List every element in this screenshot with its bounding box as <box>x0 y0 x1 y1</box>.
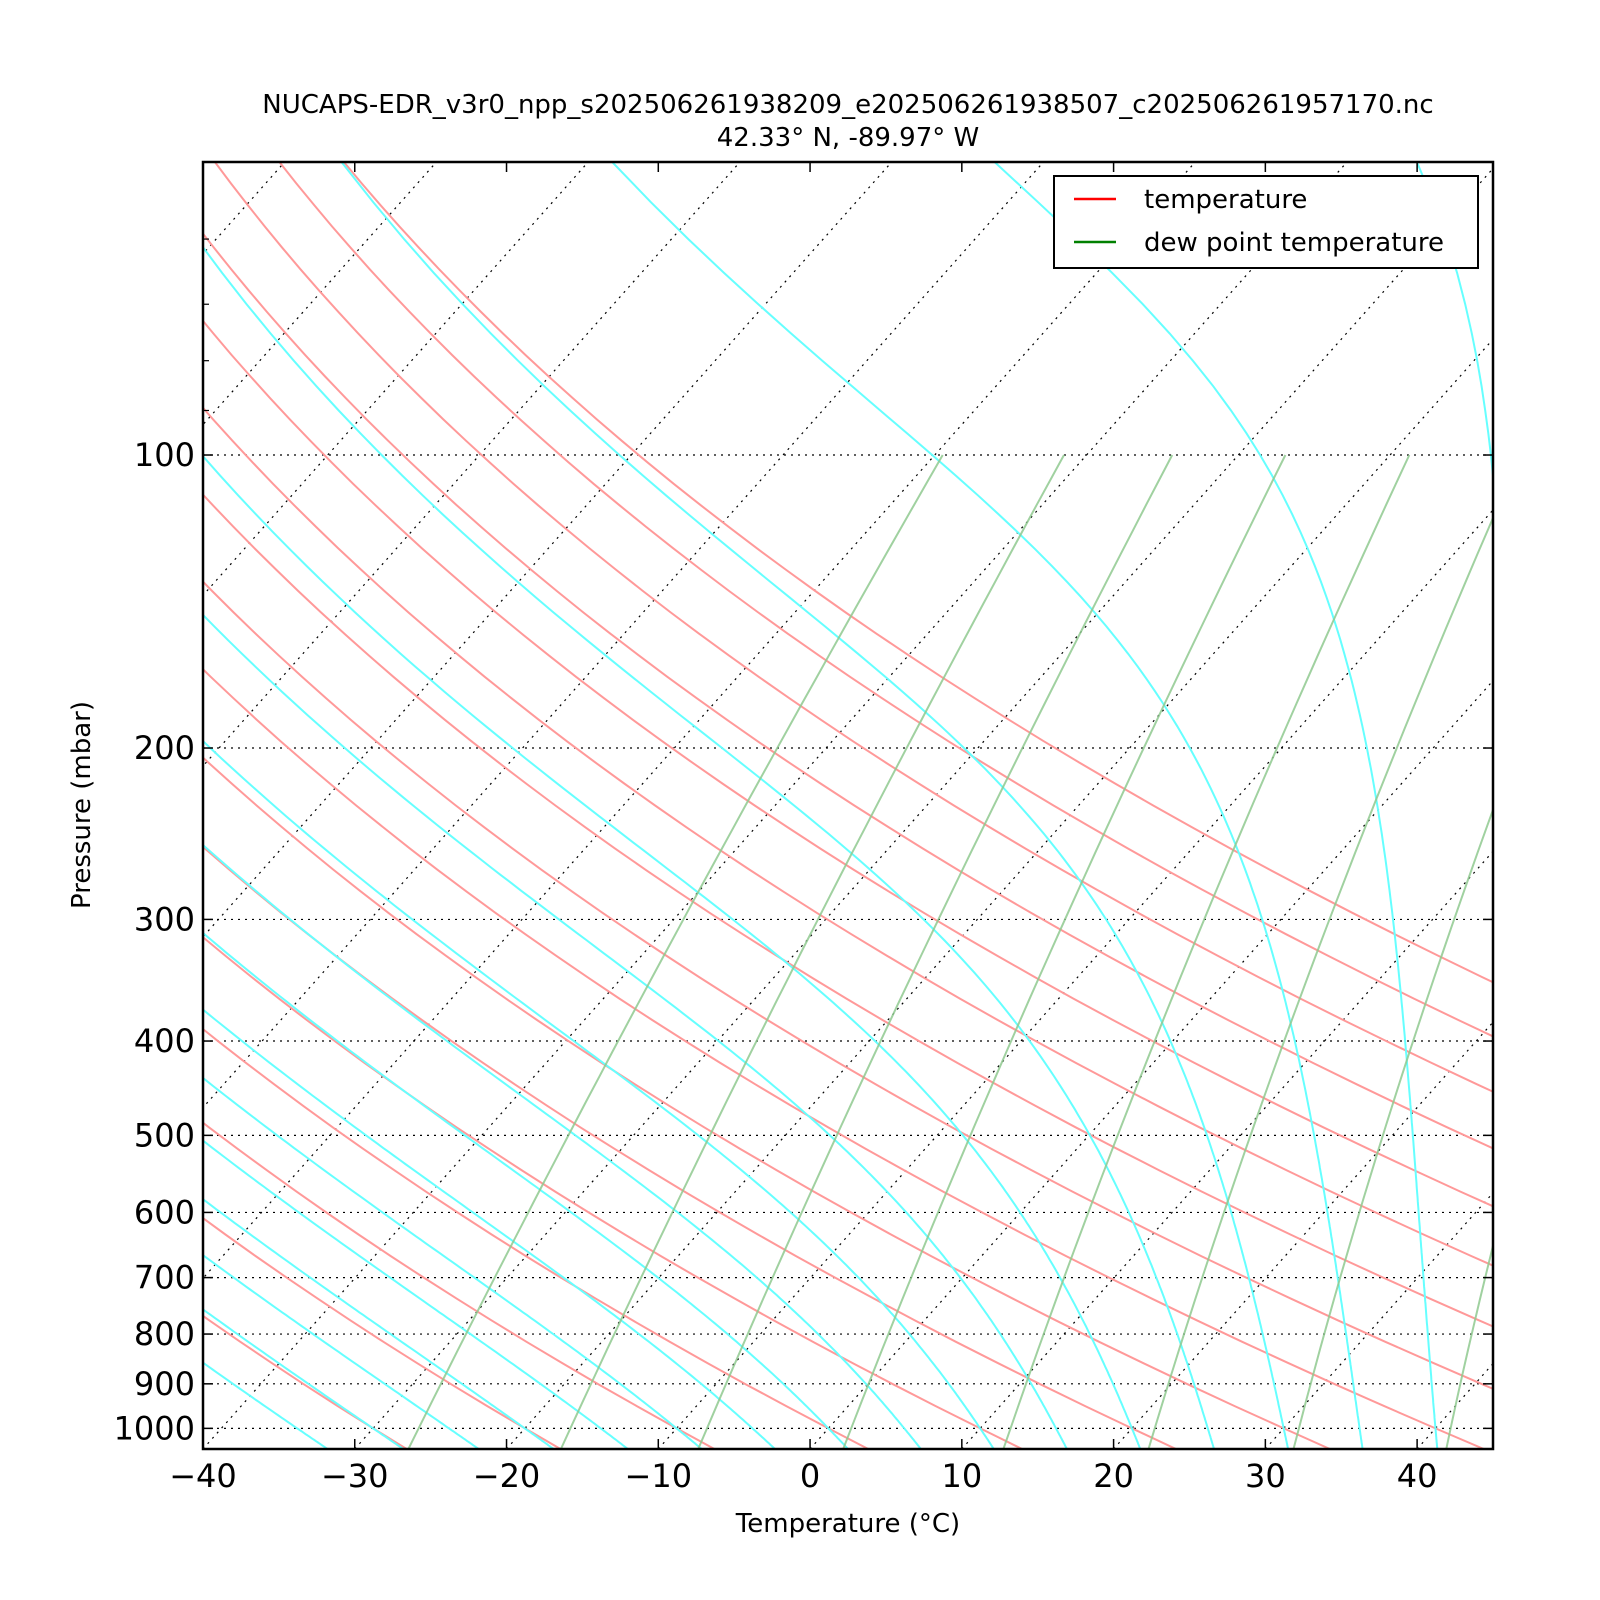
y-tick-label: 800 <box>134 1315 195 1353</box>
isotherm-line <box>1113 1021 1493 1449</box>
legend-label-temperature: temperature <box>1144 185 1307 215</box>
moist-adiabat-line <box>203 1253 480 1449</box>
dry-adiabat-line <box>203 935 1023 1449</box>
legend-label-dew-point: dew point temperature <box>1144 228 1444 258</box>
dry-adiabat-line <box>203 580 1493 1390</box>
y-tick-label: 600 <box>134 1193 195 1231</box>
legend: temperature dew point temperature <box>1053 175 1479 269</box>
y-tick-label: 100 <box>134 436 195 474</box>
x-tick-label: 10 <box>941 1457 982 1495</box>
dry-adiabat-line <box>203 493 1493 1328</box>
x-tick-label: 20 <box>1093 1457 1134 1495</box>
chart-subtitle: 42.33° N, -89.97° W <box>717 123 979 153</box>
moist-adiabat-line <box>203 1008 776 1449</box>
mixing-ratio-line <box>407 454 944 1449</box>
y-tick-label: 200 <box>134 729 195 767</box>
dry-adiabat-line <box>203 406 1493 1267</box>
x-tick-label: 30 <box>1245 1457 1286 1495</box>
isotherm-line <box>961 850 1493 1449</box>
x-tick-label: −30 <box>321 1457 389 1495</box>
y-tick-label: 900 <box>134 1365 195 1403</box>
dry-adiabat-line <box>203 667 1485 1449</box>
moist-adiabat-line <box>1415 162 1493 487</box>
dry-adiabat-line <box>278 162 1493 1038</box>
x-tick-label: −40 <box>169 1457 237 1495</box>
x-axis: −40 −30 −20 −10 0 10 20 30 40 <box>169 162 1437 1495</box>
chart-title: NUCAPS-EDR_v3r0_npp_s202506261938209_e20… <box>262 90 1433 120</box>
moist-adiabat-line <box>203 454 1142 1449</box>
moist-adiabat-line <box>203 739 995 1449</box>
isotherm-line <box>203 162 286 255</box>
moist-adiabat-line <box>203 843 922 1449</box>
plot-border <box>201 160 1495 1451</box>
x-tick-label: 0 <box>800 1457 820 1495</box>
mixing-ratio-line <box>1147 515 1493 1449</box>
dry-adiabat-line <box>203 845 1177 1449</box>
plot-area <box>203 162 1600 1449</box>
dry-adiabat-line <box>203 1216 562 1449</box>
mixing-ratio-line <box>842 454 1287 1449</box>
y-tick-label: 400 <box>134 1022 195 1060</box>
mixing-ratio-line <box>1292 806 1493 1449</box>
isotherm-line <box>1264 1191 1493 1449</box>
isotherm-line <box>809 679 1493 1449</box>
x-axis-label: Temperature (°C) <box>735 1509 960 1539</box>
isotherm-line <box>1416 1362 1493 1449</box>
moist-adiabat-line <box>993 162 1439 1449</box>
moist-adiabat-line <box>203 1308 404 1449</box>
moist-adiabat-line <box>203 1076 703 1449</box>
y-tick-label: 300 <box>134 900 195 938</box>
moist-adiabat-line <box>203 613 1068 1449</box>
moist-adiabat-line <box>203 1197 555 1449</box>
y-axis: 100 200 300 400 500 600 700 800 900 1000 <box>114 161 1493 1447</box>
moist-adiabat-line <box>340 162 1290 1449</box>
legend-box <box>1053 175 1479 269</box>
moist-adiabat-line <box>203 1139 629 1449</box>
dry-adiabat-line <box>203 1121 715 1449</box>
dry-adiabat-line <box>203 1027 869 1449</box>
moist-adiabat-line <box>203 931 849 1449</box>
dry-adiabat-line <box>203 232 1493 1150</box>
moist-adiabat-line <box>611 162 1364 1449</box>
isotherm-line <box>203 162 1196 1280</box>
isotherm-line <box>203 162 1044 1109</box>
mixing-ratio-line <box>1002 454 1411 1449</box>
x-tick-label: 40 <box>1397 1457 1438 1495</box>
isotherm-line <box>203 162 1348 1449</box>
isotherm-line <box>657 509 1493 1449</box>
dry-adiabat-line <box>203 319 1493 1208</box>
y-tick-label: 500 <box>134 1116 195 1154</box>
x-tick-label: −20 <box>473 1457 541 1495</box>
y-axis-label: Pressure (mbar) <box>67 701 97 909</box>
moist-adiabat-line <box>203 245 1215 1449</box>
plot-frame <box>201 160 1495 1451</box>
moist-adiabat-line <box>203 1361 329 1449</box>
dry-adiabat-line <box>343 162 1493 984</box>
mixing-ratio-line <box>1445 1241 1493 1449</box>
dry-adiabat-line <box>214 162 1493 1093</box>
mixing-ratio-line <box>697 454 1174 1449</box>
x-tick-label: −10 <box>625 1457 693 1495</box>
isotherm-line <box>203 162 437 426</box>
mixing-ratio-line <box>559 454 1065 1449</box>
isotherm-line <box>203 162 893 938</box>
dry-adiabat-line <box>203 756 1331 1449</box>
moist-adiabat-line <box>1587 162 1600 1449</box>
y-tick-label: 1000 <box>114 1409 195 1447</box>
y-tick-label: 700 <box>134 1259 195 1297</box>
